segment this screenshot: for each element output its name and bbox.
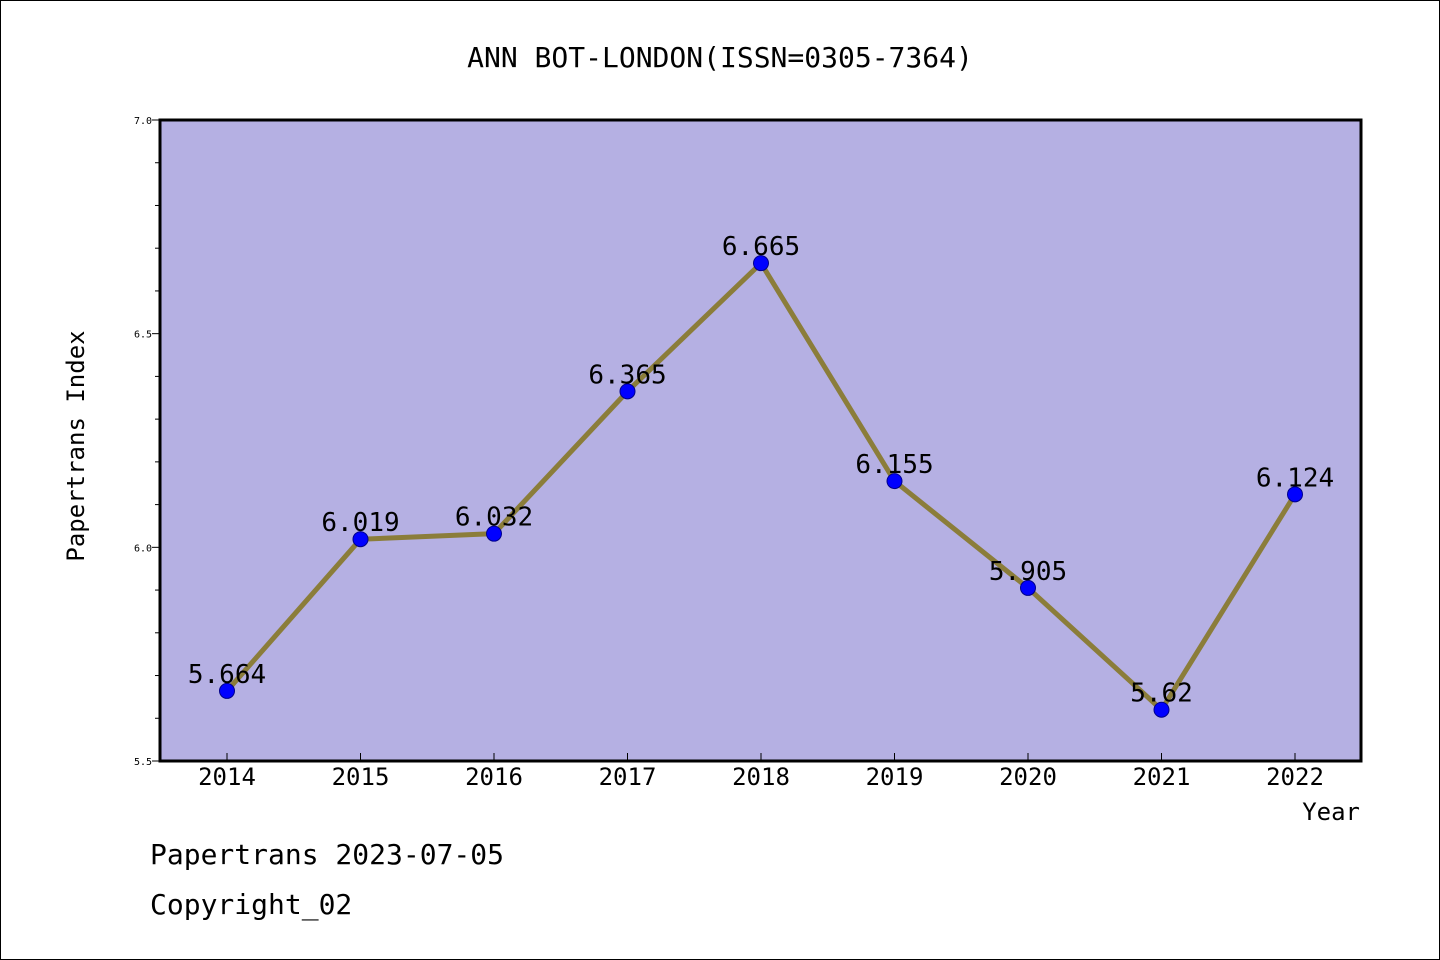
- plot-area: [158, 118, 1363, 763]
- data-label: 6.124: [1256, 463, 1334, 493]
- data-point: [1287, 486, 1303, 503]
- x-tick-label: 2020: [999, 763, 1057, 791]
- y-tick-label: 7.0: [134, 116, 152, 127]
- data-label: 6.032: [455, 503, 533, 533]
- x-tick-label: 2015: [332, 763, 390, 791]
- x-tick-label: 2014: [198, 763, 256, 791]
- y-tick-label: 6.0: [134, 543, 152, 554]
- x-axis-label: Year: [1302, 798, 1360, 826]
- x-tick-label: 2017: [599, 763, 657, 791]
- data-label: 5.62: [1130, 679, 1193, 709]
- data-label: 5.664: [188, 660, 266, 690]
- y-tick-label: 5.5: [134, 757, 152, 768]
- chart-title: ANN BOT-LONDON(ISSN=0305-7364): [467, 41, 973, 74]
- data-point: [219, 682, 235, 699]
- data-point: [486, 525, 502, 542]
- data-point: [1020, 579, 1036, 596]
- x-tick-label: 2022: [1266, 763, 1324, 791]
- data-label: 6.019: [321, 508, 399, 538]
- footer-copyright: Copyright_02: [150, 888, 352, 922]
- data-label: 5.905: [989, 557, 1067, 587]
- data-labels: 5.664 6.019 6.032 6.365 6.665 6.155 5.905 5.62 6…: [188, 232, 1334, 709]
- data-point: [753, 255, 769, 272]
- x-tick-label: 2021: [1133, 763, 1191, 791]
- series-line: [219, 255, 1303, 718]
- x-tick-label: 2019: [866, 763, 924, 791]
- data-label: 6.665: [722, 232, 800, 262]
- y-tick-label: 6.5: [134, 330, 152, 341]
- footer-date: Papertrans 2023-07-05: [150, 838, 504, 871]
- data-point: [886, 473, 903, 490]
- data-point: [1153, 701, 1170, 718]
- y-axis: 5.5 6.0 6.5 7.0: [134, 116, 160, 768]
- data-point: [352, 531, 369, 548]
- x-tick-label: 2018: [732, 763, 790, 791]
- y-axis-label: Papertrans Index: [62, 330, 90, 561]
- data-label: 6.365: [588, 360, 666, 390]
- data-point: [619, 383, 636, 400]
- x-tick-label: 2016: [465, 763, 523, 791]
- x-axis: 2014 2015 2016 2017 2018 2019 2020 2021 2022: [198, 753, 1324, 791]
- data-label: 6.155: [855, 450, 933, 480]
